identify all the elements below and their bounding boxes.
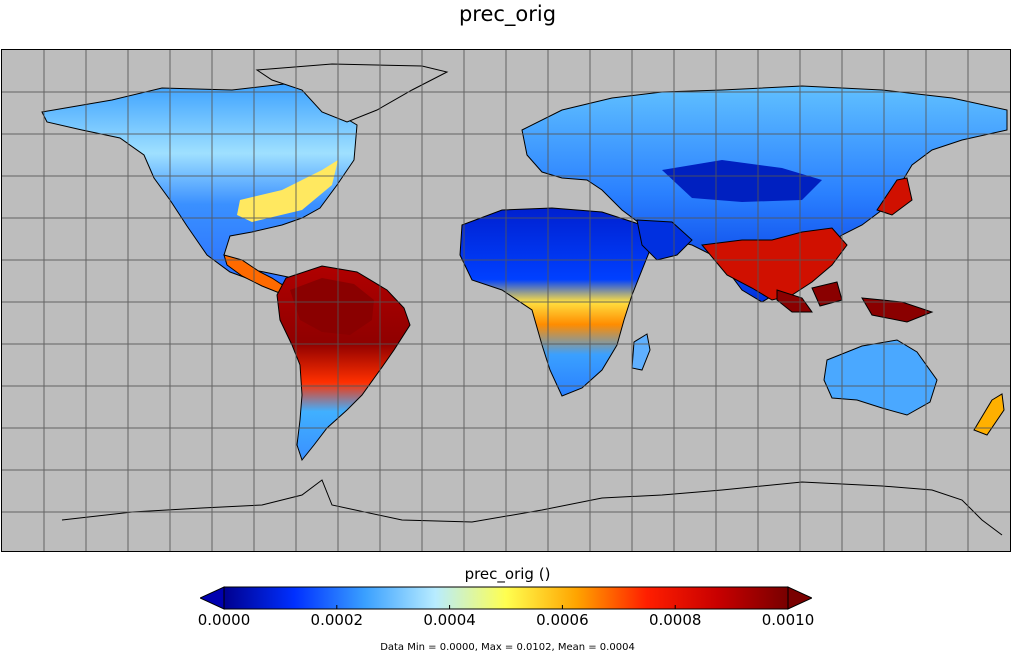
colorbar-tick-label: 0.0000 xyxy=(197,611,251,629)
colorbar-gradient xyxy=(223,586,789,610)
colorbar-tick-label: 0.0004 xyxy=(423,611,476,629)
south-asia-region xyxy=(701,227,848,301)
amazon-region xyxy=(290,278,374,335)
graticule xyxy=(2,50,1010,551)
colorbar-over-arrow xyxy=(787,586,812,610)
colorbar-tick-label: 0.0002 xyxy=(310,611,364,629)
data-statistics: Data Min = 0.0000, Max = 0.0102, Mean = … xyxy=(380,642,635,653)
greenland-land xyxy=(255,63,449,123)
arabian-peninsula-land xyxy=(636,219,693,261)
australia-land xyxy=(823,339,938,416)
colorbar-ticks xyxy=(223,605,789,609)
colorbar-title: prec_orig () xyxy=(464,565,551,583)
colorbar-tick-label: 0.0006 xyxy=(536,611,589,629)
plot-title: prec_orig xyxy=(458,2,557,26)
antarctica-outline xyxy=(61,479,1003,536)
madagascar-land xyxy=(631,333,651,371)
colorbar-tick-label: 0.0008 xyxy=(648,611,702,629)
colorbar xyxy=(200,586,812,610)
new-zealand-land xyxy=(973,393,1005,436)
map-panel xyxy=(1,49,1011,552)
world-map xyxy=(2,50,1010,551)
colorbar-under-arrow xyxy=(200,586,225,610)
central-asia-region xyxy=(662,160,822,202)
land-areas xyxy=(41,63,1008,536)
colorbar-tick-label: 0.0010 xyxy=(761,611,815,629)
japan-land xyxy=(876,177,913,216)
